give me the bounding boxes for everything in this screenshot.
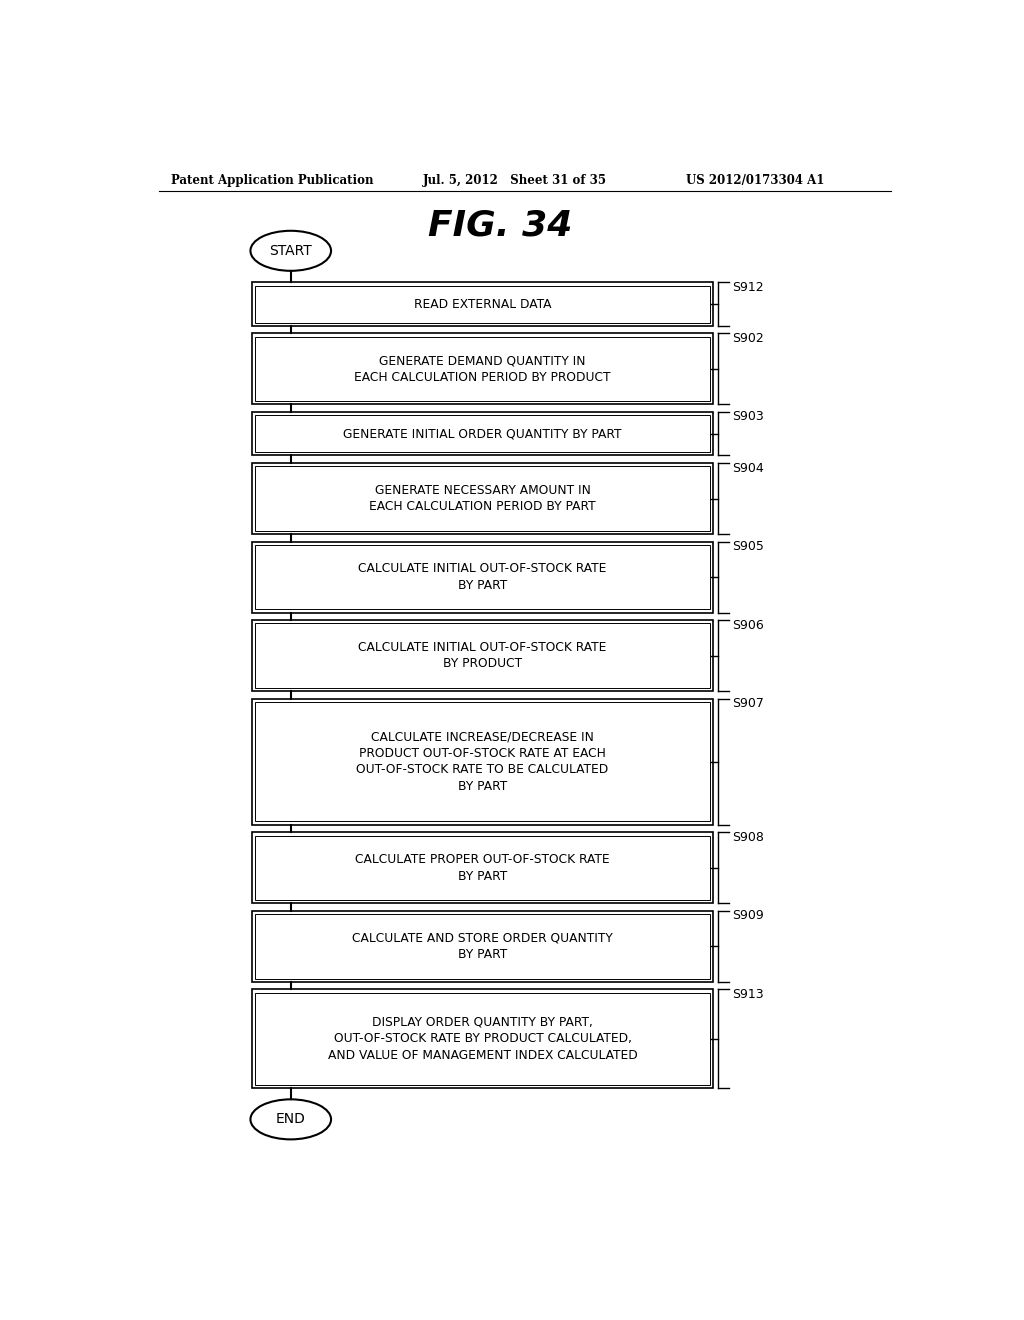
Text: CALCULATE INCREASE/DECREASE IN
PRODUCT OUT-OF-STOCK RATE AT EACH
OUT-OF-STOCK RA: CALCULATE INCREASE/DECREASE IN PRODUCT O… (356, 730, 608, 793)
Bar (252, 620, 713, 692)
Bar (255, 416, 710, 453)
Text: S902: S902 (732, 331, 764, 345)
Ellipse shape (251, 231, 331, 271)
Bar (252, 541, 713, 612)
Text: S912: S912 (732, 281, 763, 294)
Text: READ EXTERNAL DATA: READ EXTERNAL DATA (414, 297, 551, 310)
Text: S903: S903 (732, 411, 764, 424)
Text: END: END (275, 1113, 306, 1126)
Bar (255, 702, 710, 821)
Text: GENERATE DEMAND QUANTITY IN
EACH CALCULATION PERIOD BY PRODUCT: GENERATE DEMAND QUANTITY IN EACH CALCULA… (354, 354, 610, 384)
Text: START: START (269, 244, 312, 257)
Text: S908: S908 (732, 830, 764, 843)
Bar (255, 836, 710, 900)
Bar (255, 337, 710, 401)
Bar (255, 285, 710, 322)
Ellipse shape (251, 1100, 331, 1139)
Bar (255, 545, 710, 610)
Text: CALCULATE INITIAL OUT-OF-STOCK RATE
BY PART: CALCULATE INITIAL OUT-OF-STOCK RATE BY P… (358, 562, 607, 591)
Bar (255, 915, 710, 978)
Text: S909: S909 (732, 909, 764, 923)
Text: GENERATE INITIAL ORDER QUANTITY BY PART: GENERATE INITIAL ORDER QUANTITY BY PART (343, 428, 622, 440)
Text: GENERATE NECESSARY AMOUNT IN
EACH CALCULATION PERIOD BY PART: GENERATE NECESSARY AMOUNT IN EACH CALCUL… (370, 484, 596, 513)
Text: S904: S904 (732, 462, 764, 475)
Text: S905: S905 (732, 540, 764, 553)
Text: CALCULATE INITIAL OUT-OF-STOCK RATE
BY PRODUCT: CALCULATE INITIAL OUT-OF-STOCK RATE BY P… (358, 642, 607, 671)
Bar (255, 623, 710, 688)
Bar (252, 990, 713, 1088)
Bar (252, 412, 713, 455)
Text: Jul. 5, 2012   Sheet 31 of 35: Jul. 5, 2012 Sheet 31 of 35 (423, 174, 606, 187)
Text: CALCULATE PROPER OUT-OF-STOCK RATE
BY PART: CALCULATE PROPER OUT-OF-STOCK RATE BY PA… (355, 853, 610, 883)
Text: S907: S907 (732, 697, 764, 710)
Bar (252, 911, 713, 982)
Text: Patent Application Publication: Patent Application Publication (171, 174, 373, 187)
Bar (252, 833, 713, 903)
Bar (255, 993, 710, 1085)
Text: US 2012/0173304 A1: US 2012/0173304 A1 (686, 174, 824, 187)
Text: FIG. 34: FIG. 34 (428, 209, 572, 243)
Text: CALCULATE AND STORE ORDER QUANTITY
BY PART: CALCULATE AND STORE ORDER QUANTITY BY PA… (352, 932, 613, 961)
Text: S913: S913 (732, 987, 763, 1001)
Bar (252, 334, 713, 404)
Bar (252, 282, 713, 326)
Text: DISPLAY ORDER QUANTITY BY PART,
OUT-OF-STOCK RATE BY PRODUCT CALCULATED,
AND VAL: DISPLAY ORDER QUANTITY BY PART, OUT-OF-S… (328, 1015, 637, 1061)
Bar (252, 698, 713, 825)
Bar (255, 466, 710, 531)
Text: S906: S906 (732, 619, 764, 632)
Bar (252, 463, 713, 535)
